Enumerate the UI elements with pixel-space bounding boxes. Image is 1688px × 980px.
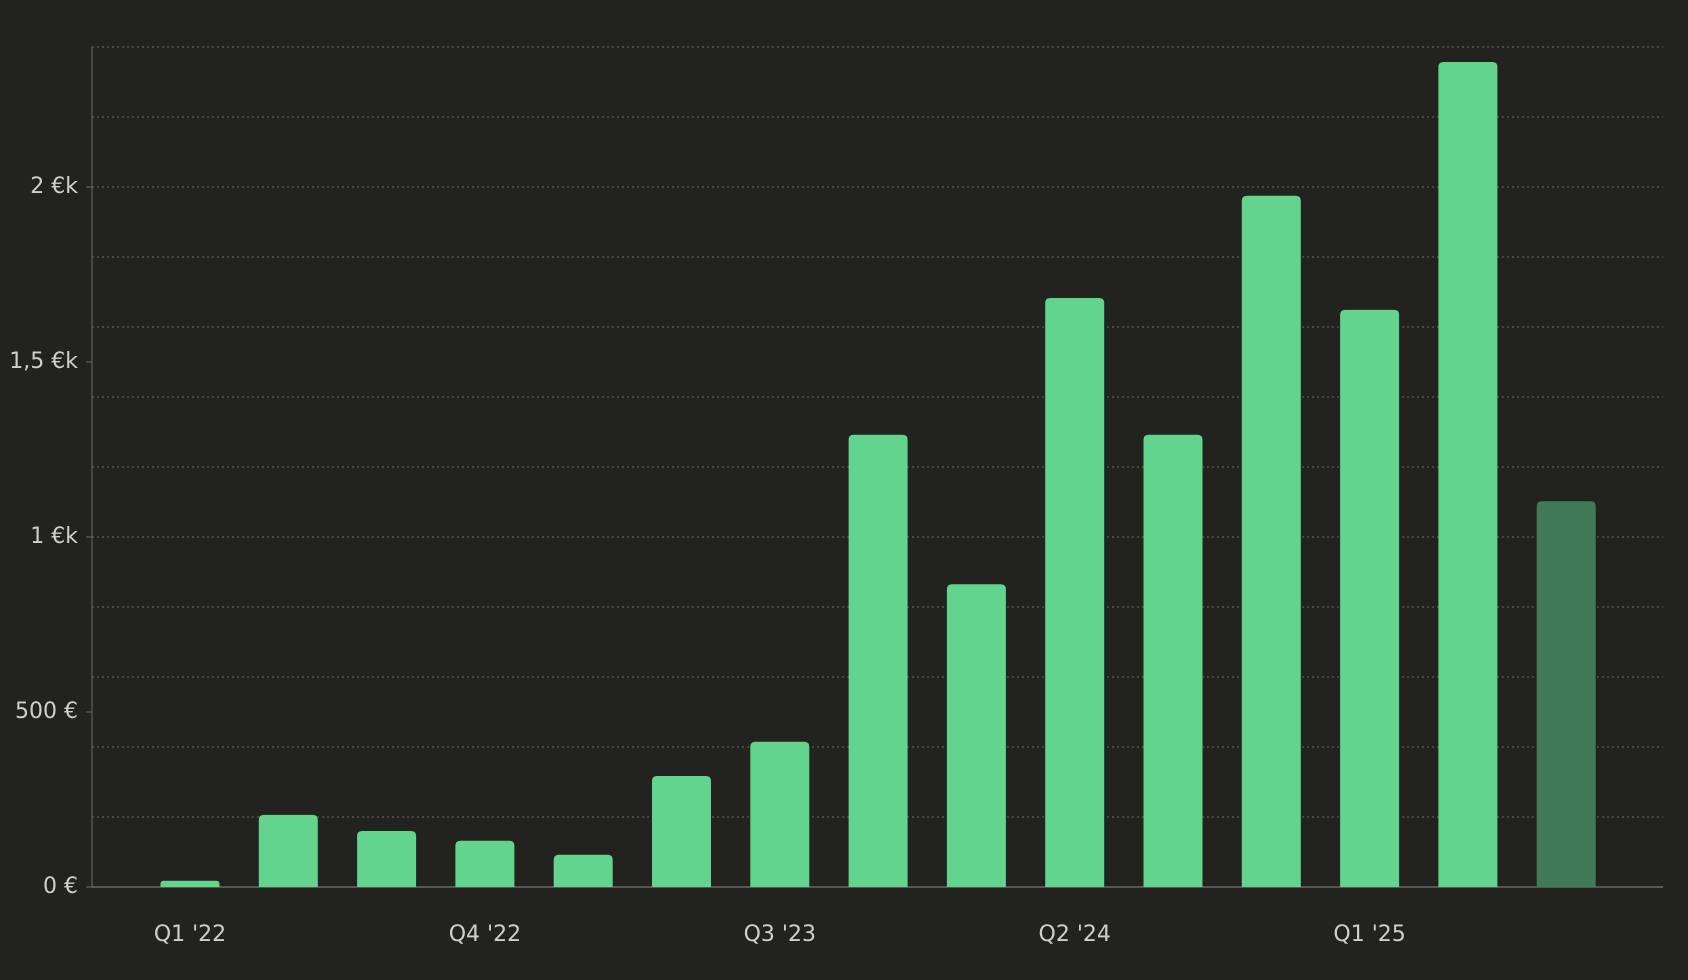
x-tick-label: Q2 '24 <box>1039 922 1111 947</box>
bar <box>750 741 810 887</box>
bar <box>258 814 318 887</box>
x-tick-label: Q1 '22 <box>154 922 226 947</box>
bar <box>1241 195 1301 887</box>
y-tick-label: 1 €k <box>30 524 78 549</box>
bar <box>1045 297 1105 887</box>
bar <box>848 434 908 887</box>
bar <box>160 880 220 887</box>
y-tick-label: 0 € <box>43 874 78 899</box>
x-tick-label: Q4 '22 <box>449 922 521 947</box>
x-tick-label: Q1 '25 <box>1333 922 1405 947</box>
bar <box>553 854 613 887</box>
bar <box>652 776 711 887</box>
bar <box>1438 62 1498 888</box>
y-tick-label: 1,5 €k <box>9 349 78 374</box>
y-tick-label: 500 € <box>15 699 78 724</box>
bar <box>357 831 417 887</box>
y-tick-label: 2 €k <box>30 174 78 199</box>
bar <box>1143 434 1203 887</box>
bar <box>1340 309 1400 888</box>
bar <box>455 840 515 887</box>
bar <box>1536 501 1596 887</box>
x-tick-label: Q3 '23 <box>744 922 816 947</box>
bar <box>946 584 1006 887</box>
